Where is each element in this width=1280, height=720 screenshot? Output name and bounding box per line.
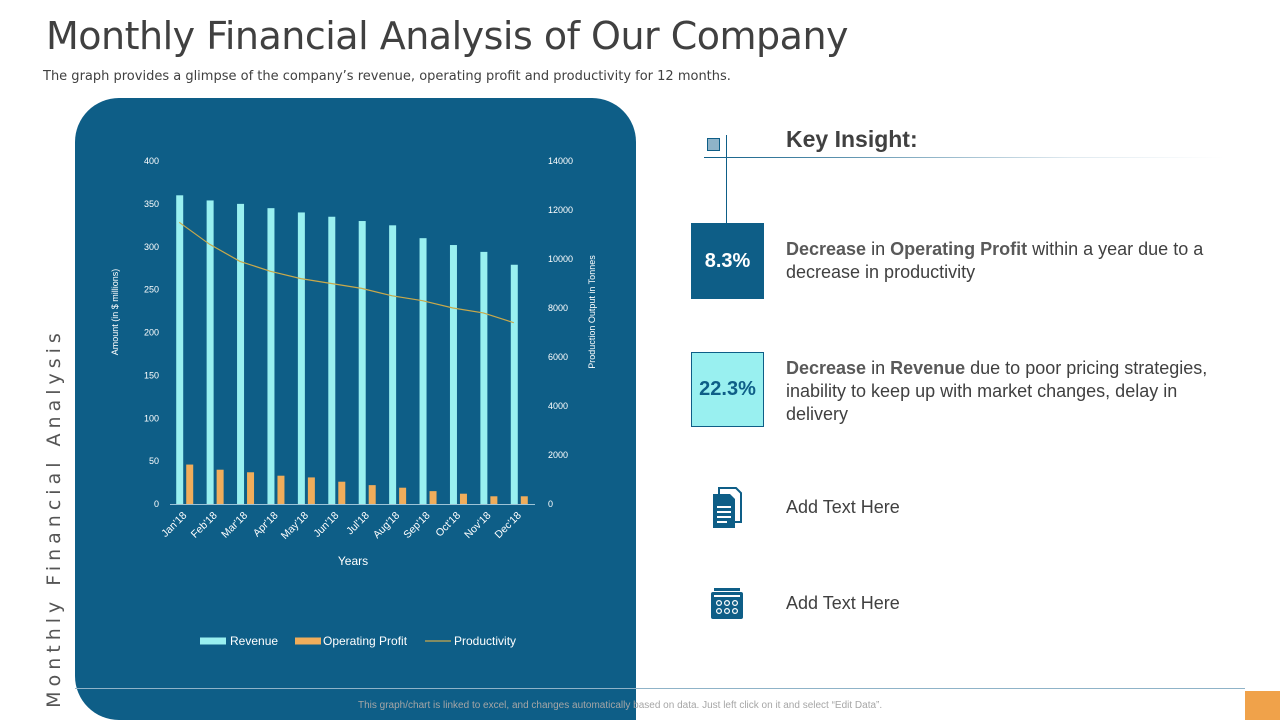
insight-rest: due to poor pricing strategies, inabilit…: [786, 358, 1208, 424]
legend-swatch-revenue: [200, 637, 226, 645]
x-tick-label: Mar'18: [219, 510, 250, 541]
financial-chart[interactable]: 0501001502002503003504000200040006000800…: [75, 98, 636, 720]
y-axis-title: Amount (in $ millions): [110, 269, 120, 356]
x-tick-label: Nov'18: [462, 510, 493, 541]
y-tick-label: 400: [144, 156, 159, 166]
add-text-1[interactable]: Add Text Here: [786, 497, 900, 517]
revenue-bar: [237, 203, 245, 504]
footer-note: This graph/chart is linked to excel, and…: [358, 700, 883, 711]
operating-profit-bar: [277, 475, 285, 504]
y-tick-label: 200: [144, 328, 159, 338]
key-insight-connector: [726, 135, 727, 223]
insight-revenue: Decrease in Revenue due to poor pricing …: [786, 357, 1216, 426]
operating-profit-bar: [338, 481, 346, 504]
page-title: Monthly Financial Analysis of Our Compan…: [46, 14, 849, 58]
revenue-bar: [176, 195, 184, 505]
legend-label-operating-profit: Operating Profit: [323, 634, 408, 648]
insight-connector: in: [866, 358, 891, 378]
x-tick-label: Dec'18: [493, 510, 524, 541]
revenue-bar: [389, 225, 397, 504]
y-tick-label: 150: [144, 370, 159, 380]
x-tick-label: May'18: [279, 510, 311, 542]
key-insight-marker-icon: [707, 138, 720, 151]
operating-profit-badge: 8.3%: [691, 223, 764, 299]
x-tick-label: Feb'18: [189, 510, 220, 541]
x-tick-label: Jan'18: [159, 510, 189, 540]
revenue-bar: [419, 238, 427, 505]
operating-profit-bar: [490, 496, 498, 504]
y2-tick-label: 6000: [548, 352, 568, 362]
y2-tick-label: 12000: [548, 205, 573, 215]
x-tick-label: Apr'18: [251, 510, 281, 540]
y-tick-label: 0: [154, 499, 159, 509]
insight-operating-profit: Decrease in Operating Profit within a ye…: [786, 238, 1216, 284]
operating-profit-bar: [520, 496, 528, 504]
y2-axis-title: Production Output in Tonnes: [587, 255, 597, 369]
operating-profit-bar: [399, 487, 407, 504]
revenue-bar: [206, 200, 214, 504]
x-axis-title: Years: [338, 554, 368, 568]
y2-tick-label: 8000: [548, 303, 568, 313]
x-tick-label: Sep'18: [401, 510, 432, 541]
legend-swatch-operating-profit: [295, 637, 321, 645]
y-tick-label: 350: [144, 199, 159, 209]
key-insight-title: Key Insight:: [786, 126, 918, 152]
y2-tick-label: 14000: [548, 156, 573, 166]
document-icon: [713, 487, 742, 528]
y-tick-label: 250: [144, 285, 159, 295]
operating-profit-bar: [307, 477, 315, 504]
side-label: Monthly Financial Analysis: [43, 328, 65, 708]
y2-tick-label: 2000: [548, 450, 568, 460]
y2-tick-label: 0: [548, 499, 553, 509]
insight-lead: Decrease: [786, 358, 867, 378]
operating-profit-bar: [247, 472, 255, 504]
operating-profit-bar: [459, 493, 467, 504]
y2-tick-label: 4000: [548, 401, 568, 411]
insight-lead: Decrease: [786, 239, 867, 259]
y-tick-label: 100: [144, 413, 159, 423]
revenue-badge: 22.3%: [691, 352, 764, 427]
y-tick-label: 50: [149, 456, 159, 466]
revenue-bar: [480, 251, 488, 504]
calendar-icon: [711, 588, 743, 619]
add-text-2[interactable]: Add Text Here: [786, 593, 900, 613]
y-tick-label: 300: [144, 242, 159, 252]
key-insight-divider: [704, 157, 1224, 158]
x-tick-label: Aug'18: [371, 510, 402, 541]
page-subtitle: The graph provides a glimpse of the comp…: [43, 69, 731, 84]
revenue-bar: [297, 212, 305, 504]
x-tick-label: Jun'18: [311, 510, 341, 540]
revenue-bar: [267, 208, 275, 504]
operating-profit-bar: [186, 464, 194, 504]
revenue-bar: [510, 264, 518, 504]
x-tick-label: Oct'18: [433, 510, 463, 540]
insight-strong: Operating Profit: [890, 239, 1028, 259]
y2-tick-label: 10000: [548, 254, 573, 264]
x-tick-label: Jul'18: [344, 510, 372, 538]
revenue-bar: [328, 216, 336, 505]
corner-accent: [1245, 691, 1280, 720]
insight-connector: in: [866, 239, 891, 259]
revenue-bar: [358, 221, 366, 504]
operating-profit-bar: [216, 469, 224, 504]
chart-panel: [75, 98, 636, 720]
productivity-line: [178, 221, 514, 324]
insight-rest: within a year due to a decrease in produ…: [786, 239, 1204, 282]
legend-label-revenue: Revenue: [230, 634, 278, 648]
bottom-divider: [75, 688, 1245, 689]
revenue-bar: [449, 245, 457, 504]
operating-profit-bar: [368, 485, 376, 504]
operating-profit-bar: [429, 491, 437, 504]
legend-label-productivity: Productivity: [454, 634, 516, 648]
insight-strong: Revenue: [890, 358, 966, 378]
